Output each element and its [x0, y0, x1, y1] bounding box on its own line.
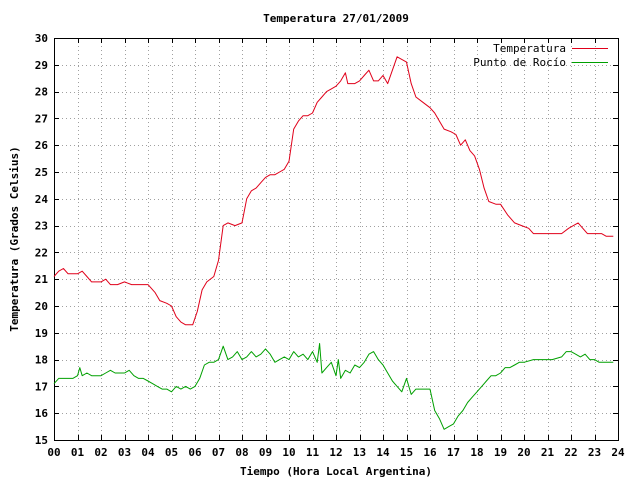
y-tick-label: 23 — [35, 220, 48, 233]
y-tick-label: 25 — [35, 166, 48, 179]
x-tick-label: 11 — [306, 446, 320, 459]
legend-label-temperatura: Temperatura — [493, 42, 566, 55]
y-tick-label: 16 — [35, 407, 49, 420]
x-tick-label: 24 — [611, 446, 625, 459]
x-tick-label: 06 — [188, 446, 202, 459]
y-tick-label: 29 — [35, 59, 48, 72]
y-tick-label: 18 — [35, 354, 48, 367]
y-tick-label: 27 — [35, 112, 48, 125]
x-tick-label: 17 — [447, 446, 460, 459]
series-line-temperatura — [53, 56, 614, 326]
x-tick-label: 03 — [118, 446, 131, 459]
y-tick-label: 19 — [35, 327, 48, 340]
legend: Temperatura Punto de Rocío — [473, 42, 608, 69]
x-tick-label: 12 — [329, 446, 342, 459]
grid — [54, 38, 618, 440]
x-tick-label: 20 — [517, 446, 530, 459]
y-tick-label: 17 — [35, 380, 48, 393]
y-tick-label: 24 — [35, 193, 49, 206]
x-tick-label: 07 — [212, 446, 225, 459]
x-tick-label: 00 — [47, 446, 60, 459]
x-tick-label: 10 — [282, 446, 295, 459]
x-tick-label: 09 — [259, 446, 272, 459]
legend-label-punto-de-rocio: Punto de Rocío — [473, 56, 566, 69]
y-axis-label: Temperatura (Grados Celsius) — [8, 146, 21, 331]
y-tick-label: 22 — [35, 246, 48, 259]
x-tick-label: 08 — [235, 446, 248, 459]
series-line-punto-de-rocio — [53, 343, 614, 430]
x-tick-label: 04 — [141, 446, 155, 459]
y-tick-label: 26 — [35, 139, 49, 152]
y-tick-label: 28 — [35, 86, 48, 99]
x-tick-label: 15 — [400, 446, 413, 459]
x-tick-label: 05 — [165, 446, 178, 459]
x-tick-label: 01 — [71, 446, 85, 459]
y-tick-label: 20 — [35, 300, 48, 313]
axis-ticks: 00 01 02 03 04 05 06 07 08 09 10 11 12 13 14 15 16 17 18 19… — [35, 32, 625, 459]
x-tick-label: 21 — [541, 446, 555, 459]
y-tick-label: 30 — [35, 32, 48, 45]
x-tick-label: 02 — [94, 446, 107, 459]
x-tick-label: 13 — [353, 446, 366, 459]
x-tick-label: 18 — [470, 446, 483, 459]
x-tick-label: 14 — [376, 446, 390, 459]
x-tick-label: 23 — [588, 446, 601, 459]
x-tick-label: 22 — [564, 446, 577, 459]
series-lines — [53, 56, 614, 430]
x-tick-label: 16 — [423, 446, 437, 459]
x-tick-label: 19 — [494, 446, 507, 459]
y-tick-label: 15 — [35, 434, 48, 447]
x-axis-label: Tiempo (Hora Local Argentina) — [240, 465, 432, 478]
y-tick-label: 21 — [35, 273, 49, 286]
chart-title: Temperatura 27/01/2009 — [263, 12, 409, 25]
